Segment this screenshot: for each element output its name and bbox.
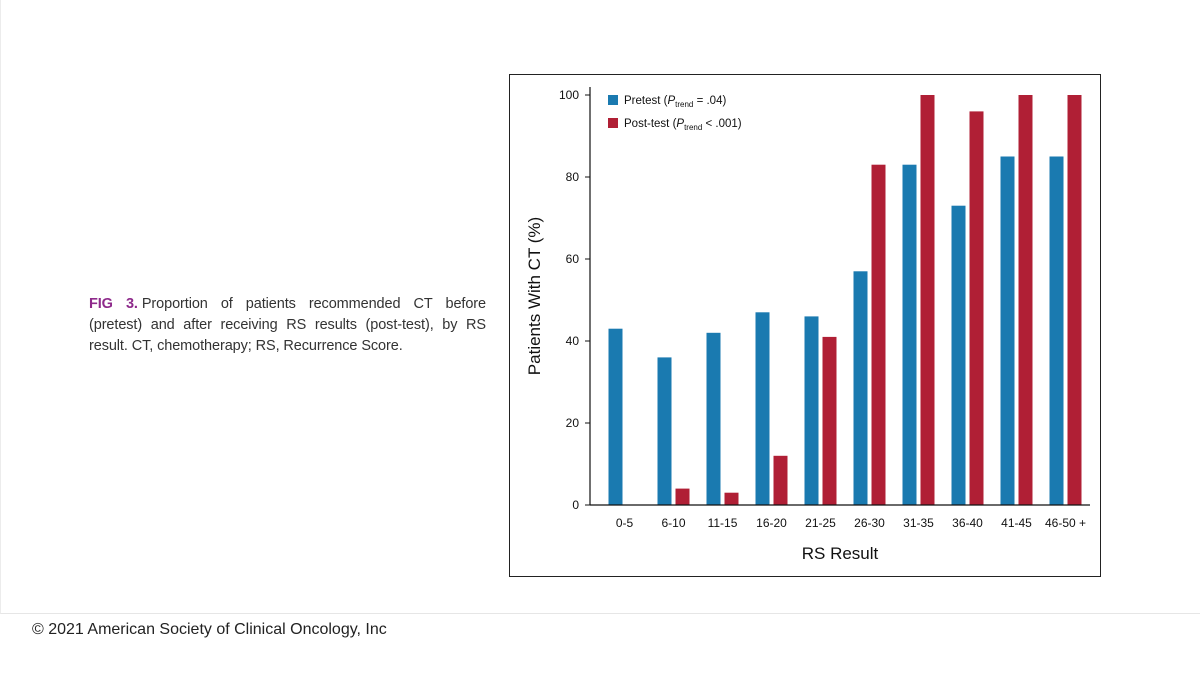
x-tick-label: 16-20: [756, 516, 787, 530]
bar-pretest-31-35: [902, 164, 917, 505]
x-axis-title: RS Result: [802, 544, 879, 563]
x-tick-label: 21-25: [805, 516, 836, 530]
caption-text: Proportion of patients recommended CT be…: [89, 296, 486, 354]
bar-posttest-36-40: [969, 111, 984, 506]
legend-posttest-prefix: Post-test (: [624, 118, 677, 130]
y-ticks: 0 20 40 60 80 100: [559, 88, 590, 512]
legend: Pretest (Ptrend = .04) Post-test (Ptrend…: [608, 95, 742, 132]
legend-pretest-prefix: Pretest (: [624, 95, 668, 107]
bar-pretest-0-5: [608, 328, 623, 505]
legend-pretest-suffix: = .04): [693, 95, 726, 107]
bar-posttest-41-45: [1018, 95, 1033, 505]
bar-posttest-16-20: [773, 455, 788, 505]
y-tick-label: 100: [559, 88, 579, 102]
bar-posttest-46-50: [1067, 95, 1082, 505]
legend-posttest-suffix: < .001): [702, 118, 741, 130]
x-tick-label: 26-30: [854, 516, 885, 530]
x-tick-label: 31-35: [903, 516, 934, 530]
y-tick-label: 60: [566, 252, 580, 266]
legend-swatch-pretest: [608, 95, 618, 105]
chart-frame: 0 20 40 60 80 100 0-5 6-10 11-15 16-20 21-25 26-30…: [509, 74, 1101, 577]
y-tick-label: 20: [566, 416, 580, 430]
bar-pretest-46-50: [1049, 156, 1064, 505]
legend-posttest-p: P: [676, 118, 684, 130]
bars-layer: [608, 95, 1082, 506]
axes-layer: [589, 87, 1090, 506]
legend-posttest-sub: trend: [684, 123, 702, 132]
bar-pretest-11-15: [706, 332, 721, 505]
bar-chart: 0 20 40 60 80 100 0-5 6-10 11-15 16-20 21-25 26-30…: [525, 87, 1090, 563]
x-tick-label: 11-15: [708, 516, 738, 530]
bar-pretest-41-45: [1000, 156, 1015, 505]
y-axis-title: Patients With CT (%): [525, 217, 544, 375]
copyright-footer: © 2021 American Society of Clinical Onco…: [32, 621, 387, 638]
x-tick-label: 6-10: [661, 516, 685, 530]
x-tick-label: 41-45: [1001, 516, 1032, 530]
bar-posttest-11-15: [724, 492, 739, 505]
bar-pretest-6-10: [657, 357, 672, 505]
bar-posttest-26-30: [871, 164, 886, 505]
bar-pretest-16-20: [755, 312, 770, 505]
y-tick-label: 80: [566, 170, 580, 184]
x-ticks: 0-5 6-10 11-15 16-20 21-25 26-30 31-35 36-40 41-…: [616, 516, 1086, 530]
legend-label-posttest: Post-test (Ptrend < .001): [624, 118, 742, 132]
y-tick-label: 0: [572, 498, 579, 512]
bar-posttest-21-25: [822, 336, 837, 505]
slide: FIG 3. Proportion of patients recommended…: [0, 0, 1200, 614]
x-tick-label: 0-5: [616, 516, 634, 530]
bar-posttest-6-10: [675, 488, 690, 505]
legend-pretest-sub: trend: [675, 100, 693, 109]
bar-pretest-26-30: [853, 271, 868, 505]
bar-pretest-21-25: [804, 316, 819, 505]
y-tick-label: 40: [566, 334, 580, 348]
bar-pretest-36-40: [951, 205, 966, 505]
bar-posttest-31-35: [920, 95, 935, 505]
legend-swatch-posttest: [608, 118, 618, 128]
x-tick-label: 36-40: [952, 516, 983, 530]
legend-pretest-p: P: [667, 95, 675, 107]
legend-label-pretest: Pretest (Ptrend = .04): [624, 95, 726, 109]
figure-label: FIG 3.: [89, 296, 138, 312]
figure-caption: FIG 3. Proportion of patients recommended…: [89, 294, 486, 357]
x-tick-label: 46-50 +: [1045, 516, 1086, 530]
